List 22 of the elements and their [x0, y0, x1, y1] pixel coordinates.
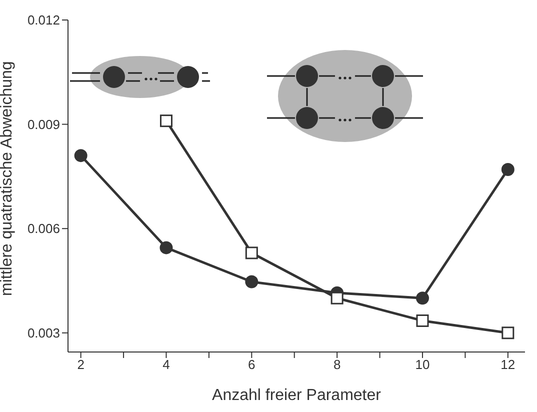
- y-tick-label: 0.006: [27, 221, 60, 236]
- point: [74, 149, 88, 162]
- y-axis-title: mittlere quatratische Abweichung: [0, 61, 16, 296]
- point: [160, 114, 172, 128]
- x-tick-label: 8: [333, 357, 341, 372]
- x-tick-label: 10: [415, 357, 430, 372]
- y-tick-label: 0.009: [27, 116, 60, 132]
- point: [245, 246, 258, 260]
- point: [502, 326, 514, 340]
- y-tick-label: 0.003: [27, 325, 60, 340]
- x-axis-title: Anzahl freier Parameter: [212, 387, 382, 404]
- point: [416, 292, 429, 305]
- point: [330, 292, 344, 304]
- point: [501, 162, 514, 176]
- y-tick-label: 0.012: [27, 12, 60, 28]
- x-tick-label: 6: [248, 357, 256, 372]
- x-tick-label: 4: [162, 357, 170, 372]
- point: [160, 241, 173, 254]
- x-tick-label: 12: [500, 357, 516, 372]
- x-tick-label: 2: [77, 357, 84, 372]
- point: [245, 275, 258, 288]
- point: [416, 314, 429, 327]
